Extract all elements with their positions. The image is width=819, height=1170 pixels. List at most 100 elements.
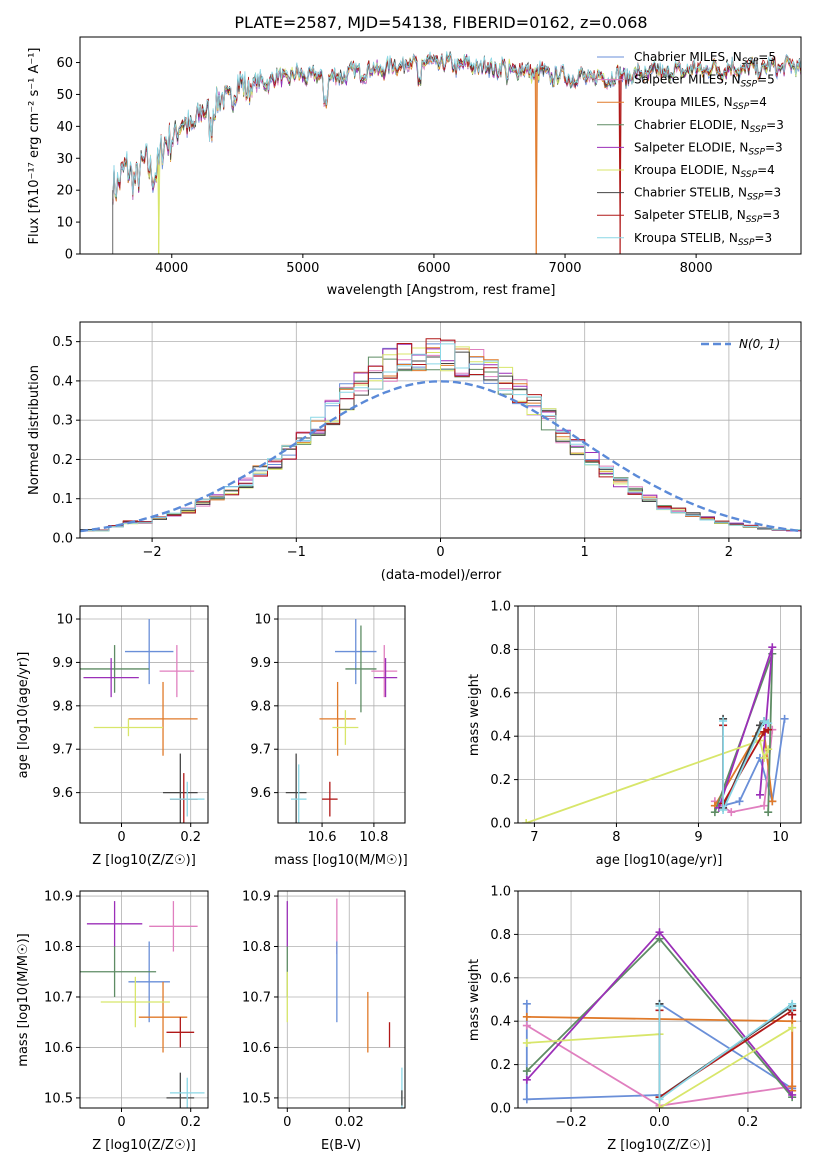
y-tick-label: 50 [56,88,73,103]
x-tick-label: 4000 [155,261,188,276]
y-tick-label: 9.8 [52,699,73,714]
y-tick-label: 10.6 [242,1041,271,1056]
mass_weight_vs_age-marks [522,643,789,823]
point-salpeter-miles [149,901,198,952]
series-marker [522,1067,531,1076]
series-marker [760,727,769,736]
x-axis-label: Z [log10(Z/Z☉)] [607,1138,711,1153]
y-axis-label: Normed distribution [27,365,42,495]
y-axis-label: mass weight [467,959,482,1041]
series-marker [760,717,769,726]
y-tick-label: 0.0 [490,817,511,832]
x-axis-label: (data-model)/error [381,568,502,583]
mass_weight_vs_Z-marks [522,928,797,1108]
y-tick-label: 0.8 [490,928,511,943]
series-marker [755,790,764,799]
point-chabrier-miles [124,619,174,685]
series-line [722,719,769,811]
point-salpeter-stelib [166,1017,195,1048]
spectrum-line-kroupa-stelib [112,51,801,200]
y-axis-label: Flux [fλ10⁻¹⁷ erg cm⁻² s⁻¹ A⁻¹] [27,48,42,245]
x-tick-label: 0.2 [738,1115,759,1130]
mass_vs_EBV-panel: 0 0.02 10.5 10.6 10.7 10.8 10.9 E(B-V) [242,890,406,1153]
point-kroupa-stelib [290,764,307,823]
y-tick-label: 10.6 [44,1041,73,1056]
y-tick-label: 0.2 [490,1058,511,1073]
age_vs_Z-panel: 0 0.2 9.6 9.7 9.8 9.9 10 Z [log10(Z/Z☉)] age [lo… [16,605,209,868]
x-axis-label: Z [log10(Z/Z☉)] [92,853,196,868]
spectrum-panel: 4000 5000 6000 7000 8000 0 10 20 30 40 50 60 Chabrie… [27,36,802,298]
mass_weight_vs_age-panel: 7 8 9 10 0.0 0.2 0.4 0.6 0.8 1.0 age [log10(age/yr… [467,600,802,868]
residual_histogram-marks [80,338,801,533]
series-salpeter-stelib [719,721,773,808]
x-tick-label: 10.6 [308,830,337,845]
series-marker [780,714,789,723]
y-tick-label: 10.9 [242,890,271,905]
point-chabrier-stelib [163,753,198,823]
y-axis-label: mass [log10(M/M☉)] [16,933,31,1066]
point-salpeter-elodie [373,658,398,698]
axes-frame [79,890,209,1109]
series-marker [760,753,769,762]
legend-label-kroupa-miles: Kroupa MILES, NSSP=4 [634,95,767,112]
x-tick-label: 10 [772,830,789,845]
x-tick-label: 0 [117,830,125,845]
axes-frame [517,605,802,824]
y-tick-label: 10 [56,216,73,231]
axes-frame [79,605,209,824]
series-marker [788,1023,797,1032]
point-salpeter-miles [371,645,398,698]
y-tick-label: 30 [56,152,73,167]
series-marker [788,1090,797,1099]
spectrum-legend: Chabrier MILES, NSSP=5 Salpeter MILES, NS… [597,50,784,248]
x-tick-label: 7 [530,830,538,845]
y-tick-label: 0.4 [52,374,73,389]
mass_vs_Z-panel: 0 0.2 10.5 10.6 10.7 10.8 10.9 Z [log10(Z/Z☉)] m… [16,890,209,1153]
point-kroupa-miles [319,681,356,756]
x-tick-label: −0.2 [555,1115,587,1130]
figure-title: PLATE=2587, MJD=54138, FIBERID=0162, z=0… [234,13,647,32]
series-marker [522,999,531,1008]
series-marker [764,745,773,754]
age_vs_mass-marks [285,619,398,823]
legend-label-gaussian: N(0, 1) [739,337,780,351]
y-axis-label: age [log10(age/yr)] [16,652,31,779]
point-chabrier-elodie [80,645,150,693]
y-tick-label: 9.7 [52,743,73,758]
legend-label-salpeter-miles: Salpeter MILES, NSSP=5 [634,73,775,90]
series-marker [764,719,773,728]
y-tick-label: 0.2 [490,773,511,788]
y-axis-label: mass weight [467,674,482,756]
y-tick-label: 10.8 [44,940,73,955]
y-tick-label: 0.0 [52,532,73,547]
mass_vs_EBV-marks [286,898,403,1108]
point-kroupa-miles [138,981,188,1053]
y-tick-label: 0.3 [52,414,73,429]
axes-frame [277,605,406,824]
y-tick-label: 0 [65,248,73,263]
series-marker [522,1012,531,1021]
mass_vs_Z-marks [80,901,205,1108]
series-marker [655,1095,664,1104]
x-axis-label: age [log10(age/yr)] [596,853,723,868]
series-marker [719,805,728,814]
series-marker [655,928,664,937]
x-tick-label: 10.8 [359,830,388,845]
x-tick-label: 5000 [286,261,319,276]
x-tick-label: 9 [694,830,702,845]
series-marker [735,797,744,806]
y-tick-label: 9.6 [52,786,73,801]
y-tick-label: 20 [56,184,73,199]
x-tick-label: 0.2 [180,1115,201,1130]
series-marker [727,808,736,817]
legend-label-salpeter-elodie: Salpeter ELODIE, NSSP=3 [634,140,783,157]
spectrum-marks [112,51,801,254]
x-axis-label: mass [log10(M/M☉)] [274,853,407,868]
point-salpeter-miles [159,645,195,698]
y-tick-label: 10.7 [242,990,271,1005]
x-tick-label: 8000 [680,261,713,276]
legend-label-chabrier-elodie: Chabrier ELODIE, NSSP=3 [634,118,784,135]
x-tick-label: 0 [436,545,444,560]
x-tick-label: −2 [143,545,162,560]
